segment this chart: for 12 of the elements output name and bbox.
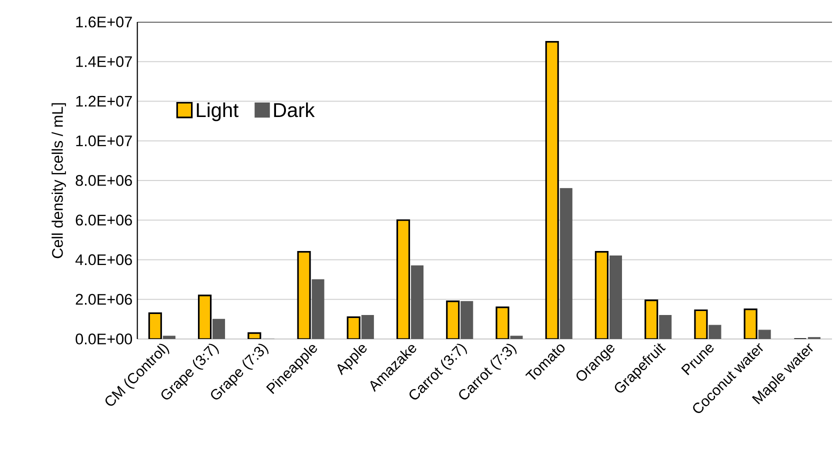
y-tick-label: 1.4E+07 [76,56,132,68]
legend-label: Light [196,102,238,122]
y-tick-label: 1.0E+07 [76,135,132,146]
y-tick-label: 1.2E+07 [76,96,132,107]
y-tick-label: 2.0E+06 [76,294,132,305]
legend-label: Dark [274,102,315,118]
y-axis-title: Cell density [cells / mL] [52,103,66,258]
y-tick-label: 6.0E+06 [76,214,132,226]
y-tick-label: 0.0E+00 [76,334,132,344]
y-tick-label: 8.0E+06 [76,175,132,186]
y-tick-label: 1.6E+07 [76,16,132,28]
y-tick-label: 4.0E+06 [75,254,132,266]
